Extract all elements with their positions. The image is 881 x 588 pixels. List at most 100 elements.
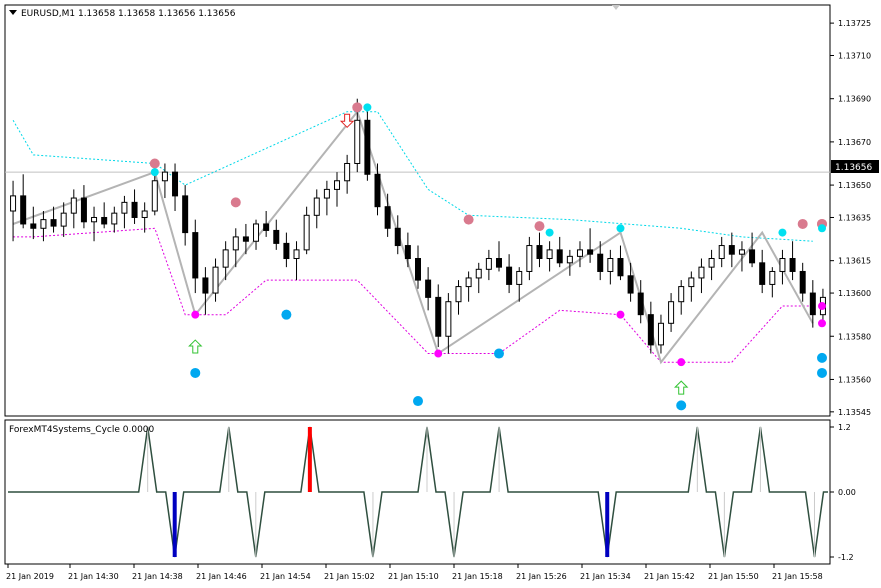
price-tick-label: 1.13580 bbox=[838, 332, 871, 341]
candle-body bbox=[273, 229, 280, 244]
candle-body bbox=[637, 292, 644, 316]
candle-body bbox=[789, 258, 796, 272]
pink-signal-dot bbox=[149, 158, 160, 169]
candle-body bbox=[526, 245, 533, 272]
candle-body bbox=[698, 266, 705, 279]
candle-body bbox=[344, 162, 351, 182]
candle-body bbox=[91, 216, 98, 223]
candle-body bbox=[668, 301, 675, 324]
candle-body bbox=[212, 266, 219, 294]
candle-body bbox=[445, 301, 452, 337]
current-price-tag bbox=[831, 160, 879, 173]
time-tick-label: 21 Jan 15:18 bbox=[452, 572, 503, 581]
candle-body bbox=[475, 268, 482, 279]
pink-signal-dot bbox=[534, 221, 545, 232]
candle-body bbox=[647, 314, 654, 346]
time-tick-label: 21 Jan 2019 bbox=[6, 572, 54, 581]
symbol-dropdown-icon[interactable] bbox=[9, 10, 17, 15]
candle-body bbox=[50, 219, 57, 227]
candle-body bbox=[597, 253, 604, 272]
pink-signal-dot bbox=[230, 197, 241, 208]
cycle-red-bar bbox=[307, 427, 312, 492]
cycle-blue-bar bbox=[172, 492, 177, 557]
pink-signal-dot bbox=[352, 102, 363, 113]
indicator-title: ForexMT4Systems_Cycle 0.0000 bbox=[9, 425, 155, 435]
candle-body bbox=[111, 212, 118, 225]
candle-body bbox=[678, 286, 685, 303]
candle-body bbox=[151, 180, 158, 212]
cyan-band-dot bbox=[818, 224, 826, 233]
time-tick-label: 21 Jan 14:46 bbox=[196, 572, 247, 581]
time-tick-label: 21 Jan 15:34 bbox=[580, 572, 631, 581]
pink-signal-dot bbox=[797, 218, 808, 229]
cyan-band-dot bbox=[363, 103, 372, 112]
candle-body bbox=[728, 245, 735, 255]
candle-body bbox=[80, 197, 87, 223]
blue-signal-dot bbox=[281, 309, 292, 320]
candle-body bbox=[354, 119, 361, 164]
candle-body bbox=[769, 270, 776, 285]
time-axis: 21 Jan 2019 21 Jan 14:30 21 Jan 14:38 21 Ja… bbox=[6, 564, 823, 581]
price-tick-label: 1.13560 bbox=[838, 375, 871, 384]
candle-body bbox=[688, 277, 695, 288]
time-tick-label: 21 Jan 15:26 bbox=[516, 572, 567, 581]
blue-signal-dot bbox=[676, 400, 687, 411]
candle-body bbox=[364, 119, 371, 175]
candle-body bbox=[799, 270, 806, 294]
buy-arrow-up-icon bbox=[674, 380, 689, 395]
candle-body bbox=[40, 219, 47, 229]
cyan-band-dot bbox=[778, 228, 787, 237]
price-tick-label: 1.13600 bbox=[838, 289, 871, 298]
sell-arrow-down-icon bbox=[339, 113, 355, 129]
chart-shift-marker-icon[interactable] bbox=[612, 5, 620, 10]
magenta-band-dot bbox=[818, 319, 826, 328]
price-axis: 1.13725 1.13710 1.13690 1.13670 1.13650 1.136… bbox=[830, 19, 871, 417]
magenta-band-dot bbox=[818, 302, 826, 311]
time-tick-label: 21 Jan 15:50 bbox=[708, 572, 759, 581]
magenta-band-dot bbox=[191, 310, 200, 319]
price-tick-label: 1.13725 bbox=[838, 19, 871, 28]
candle-body bbox=[506, 266, 513, 285]
main-plot bbox=[5, 98, 830, 411]
candle-body bbox=[455, 286, 462, 303]
candle-body bbox=[576, 249, 583, 257]
current-price-label: 1.13656 bbox=[835, 163, 872, 173]
candle-body bbox=[131, 201, 138, 218]
candle-body bbox=[809, 292, 816, 316]
cyan-band-dot bbox=[150, 168, 159, 177]
candle-body bbox=[779, 258, 786, 272]
magenta-band-dot bbox=[434, 349, 443, 358]
candle-body bbox=[394, 227, 401, 247]
blue-signal-dot bbox=[413, 396, 423, 407]
lower-band-line bbox=[13, 227, 813, 363]
magenta-band-dot bbox=[677, 358, 686, 367]
candle-body bbox=[404, 245, 411, 260]
price-tick-label: 1.13670 bbox=[838, 138, 871, 147]
candle-body bbox=[708, 258, 715, 268]
candle-body bbox=[627, 275, 634, 294]
main-chart-frame[interactable] bbox=[4, 4, 831, 417]
indicator-tick-label: 1.2 bbox=[838, 423, 851, 432]
candle-body bbox=[566, 255, 573, 264]
candle-body bbox=[749, 249, 756, 264]
price-tick-label: 1.13545 bbox=[838, 408, 871, 417]
cycle-line bbox=[8, 426, 828, 558]
candle-body bbox=[323, 188, 330, 199]
price-tick-label: 1.13635 bbox=[838, 213, 871, 222]
price-tick-label: 1.13615 bbox=[838, 257, 871, 266]
candle-body bbox=[303, 214, 310, 251]
candle-body bbox=[536, 245, 543, 260]
candle-body bbox=[607, 258, 614, 272]
candle-body bbox=[657, 322, 664, 346]
time-tick-label: 21 Jan 15:10 bbox=[388, 572, 439, 581]
candle-body bbox=[101, 216, 108, 225]
candle-body bbox=[121, 201, 128, 214]
cycle-blue-bar bbox=[605, 492, 610, 557]
candle-body bbox=[374, 173, 381, 208]
buy-arrow-up-icon bbox=[188, 339, 203, 354]
pink-signal-dot bbox=[463, 214, 474, 225]
candle-body bbox=[10, 195, 17, 212]
candle-body bbox=[334, 180, 341, 190]
candle-body bbox=[60, 212, 67, 227]
